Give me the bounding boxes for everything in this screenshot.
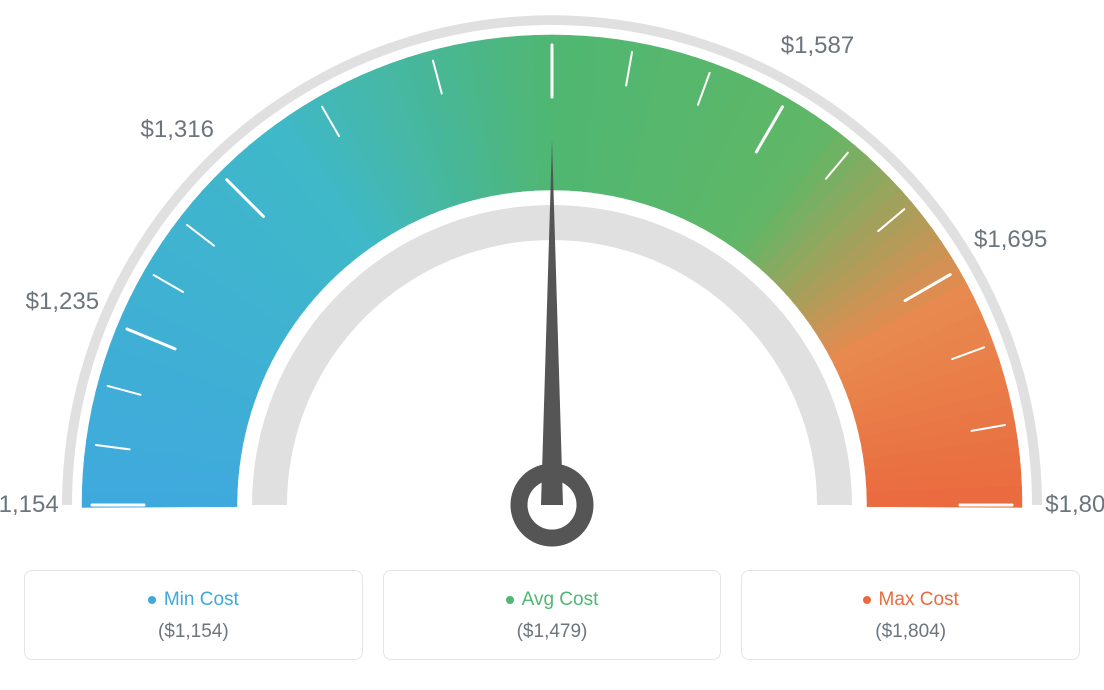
legend-title-min: Min Cost xyxy=(148,589,239,611)
legend-value-max: ($1,804) xyxy=(752,621,1069,643)
legend-title-text: Min Cost xyxy=(164,589,239,611)
dot-icon xyxy=(148,596,156,604)
gauge-tick-label: $1,804 xyxy=(1045,491,1104,519)
legend-value-min: ($1,154) xyxy=(35,621,352,643)
dot-icon xyxy=(506,596,514,604)
legend-row: Min Cost ($1,154) Avg Cost ($1,479) Max … xyxy=(0,570,1104,660)
legend-title-avg: Avg Cost xyxy=(506,589,599,611)
gauge-tick-label: $1,235 xyxy=(26,288,99,316)
legend-card-max: Max Cost ($1,804) xyxy=(741,570,1080,660)
gauge-tick-label: $1,154 xyxy=(0,491,59,519)
dot-icon xyxy=(863,596,871,604)
legend-title-text: Max Cost xyxy=(879,589,959,611)
gauge-tick-label: $1,695 xyxy=(974,226,1047,254)
gauge-area: $1,154$1,235$1,316$1,479$1,587$1,695$1,8… xyxy=(0,0,1104,560)
legend-card-min: Min Cost ($1,154) xyxy=(24,570,363,660)
legend-title-max: Max Cost xyxy=(863,589,959,611)
gauge-tick-label: $1,316 xyxy=(141,116,214,144)
cost-gauge-widget: $1,154$1,235$1,316$1,479$1,587$1,695$1,8… xyxy=(0,0,1104,690)
legend-value-avg: ($1,479) xyxy=(394,621,711,643)
gauge-svg xyxy=(0,0,1104,560)
legend-title-text: Avg Cost xyxy=(522,589,599,611)
gauge-tick-label: $1,587 xyxy=(781,32,854,60)
legend-card-avg: Avg Cost ($1,479) xyxy=(383,570,722,660)
